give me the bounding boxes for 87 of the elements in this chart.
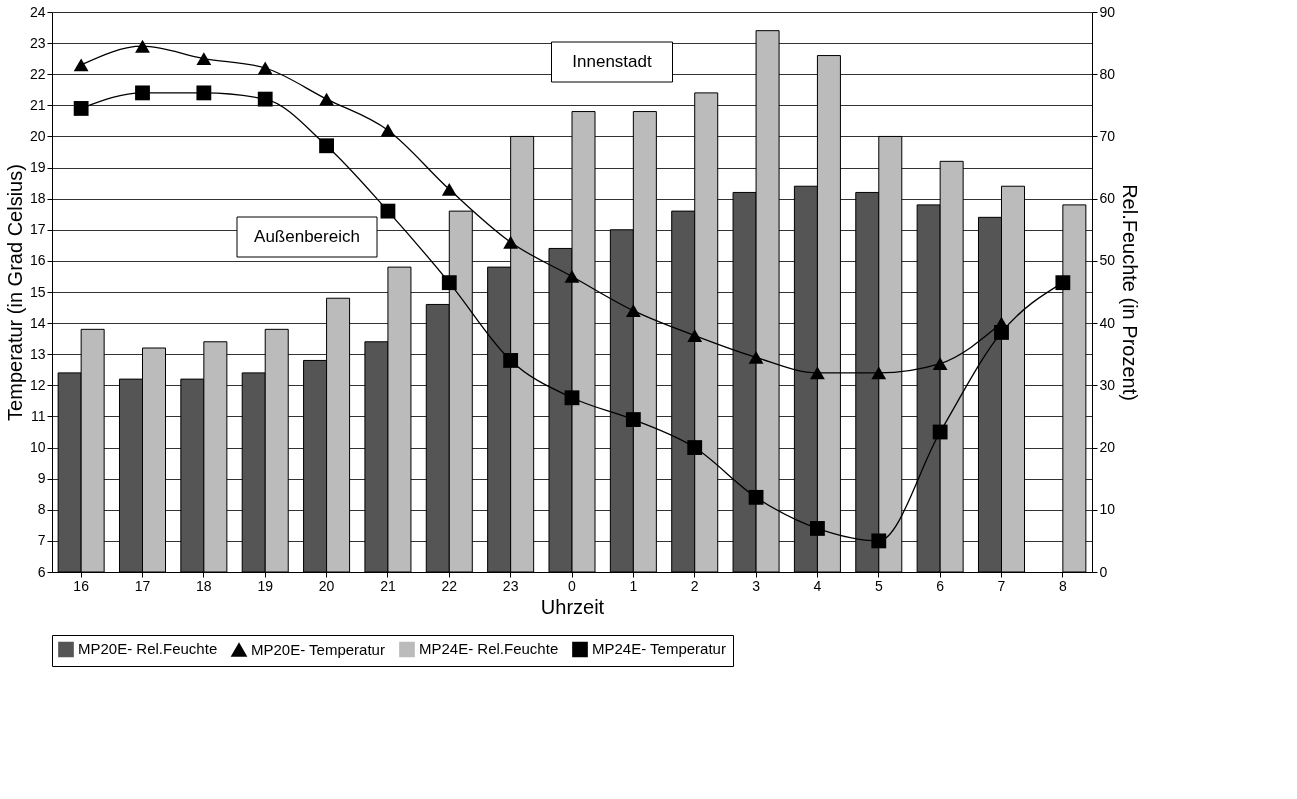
point [503, 235, 519, 249]
point [196, 52, 212, 66]
point [748, 350, 764, 364]
point [687, 329, 703, 342]
legend-label: MP20E- Temperatur [251, 640, 385, 658]
point [319, 92, 334, 106]
point [441, 182, 457, 196]
y-tick-label: 8 [37, 501, 46, 518]
y-tick-label: 23 [29, 34, 46, 51]
y-tick-label: 19 [29, 159, 46, 176]
annotation: Innenstadt [572, 52, 652, 71]
x-tick-label: 6 [936, 577, 945, 594]
point [73, 58, 89, 72]
y-tick-label: 11 [30, 407, 46, 424]
y-tick-label: 16 [29, 252, 46, 269]
x-tick-label: 8 [1058, 577, 1067, 594]
point [257, 91, 273, 107]
y2-tick-label: 80 [1099, 65, 1116, 82]
x-tick-label: 19 [257, 577, 274, 594]
y2-tick-label: 60 [1099, 190, 1116, 207]
point [932, 357, 948, 370]
legend-label: MP20E- Rel.Feuchte [78, 640, 218, 658]
y-tick-label: 18 [29, 190, 46, 207]
y-tick-label: 13 [29, 345, 46, 362]
annotation: Außenbereich [254, 227, 360, 246]
point [135, 39, 150, 53]
y-tick-label: 10 [29, 439, 46, 456]
y-tick-label: 22 [29, 65, 46, 82]
y-tick-label: 14 [29, 314, 46, 331]
y-tick-label: 24 [29, 3, 46, 20]
point [748, 489, 764, 505]
point [625, 304, 641, 318]
point [135, 85, 150, 101]
y2-tick-label: 50 [1099, 252, 1116, 269]
point [871, 533, 887, 549]
y2-axis-title: Rel.Feuchte (in Prozent) [1119, 184, 1142, 401]
x-tick-label: 23 [502, 577, 519, 594]
y-tick-label: 20 [29, 127, 46, 144]
y-tick-label: 9 [37, 470, 46, 487]
point [196, 85, 212, 101]
y2-tick-label: 30 [1099, 376, 1116, 393]
y-axis-title: Temperatur (in Grad Celsius) [3, 164, 26, 421]
y-tick-label: 21 [29, 96, 46, 113]
x-tick-label: 1 [629, 577, 638, 594]
y-tick-label: 7 [37, 532, 46, 549]
legend-label: MP24E- Rel.Feuchte [419, 640, 559, 658]
y-tick-label: 6 [37, 563, 46, 580]
y-tick-label: 12 [29, 376, 46, 393]
point [564, 270, 580, 283]
y2-tick-label: 40 [1099, 314, 1116, 331]
y2-tick-label: 10 [1099, 501, 1116, 518]
x-tick-label: 5 [874, 577, 883, 594]
point [810, 521, 825, 536]
point [932, 424, 948, 440]
x-tick-label: 20 [318, 577, 335, 594]
x-tick-label: 16 [73, 577, 90, 594]
x-tick-label: 4 [813, 577, 822, 594]
point [564, 390, 580, 406]
x-tick-label: 22 [441, 577, 458, 594]
y2-tick-label: 70 [1099, 127, 1116, 144]
y2-tick-label: 90 [1099, 3, 1116, 20]
point [1055, 275, 1071, 291]
y-tick-label: 15 [29, 283, 46, 300]
point [687, 440, 703, 455]
point [257, 61, 273, 75]
y2-tick-label: 20 [1099, 439, 1116, 456]
point [503, 353, 519, 368]
x-tick-label: 3 [752, 577, 761, 594]
x-tick-label: 0 [568, 577, 577, 594]
y2-tick-label: 0 [1099, 563, 1108, 580]
x-tick-label: 18 [196, 577, 212, 594]
x-axis-title: Uhrzeit [540, 595, 605, 618]
legend-label: MP24E- Temperatur [592, 640, 726, 658]
y-tick-label: 17 [29, 221, 46, 238]
x-tick-label: 2 [690, 577, 699, 594]
point [319, 138, 334, 154]
point [810, 366, 825, 380]
point [994, 316, 1009, 330]
point [73, 101, 89, 116]
point [625, 412, 641, 427]
point [871, 366, 887, 380]
x-tick-label: 21 [380, 577, 396, 594]
x-tick-label: 17 [134, 577, 151, 594]
point [380, 123, 396, 137]
point [380, 203, 396, 219]
point [441, 275, 457, 291]
x-tick-label: 7 [997, 577, 1006, 594]
